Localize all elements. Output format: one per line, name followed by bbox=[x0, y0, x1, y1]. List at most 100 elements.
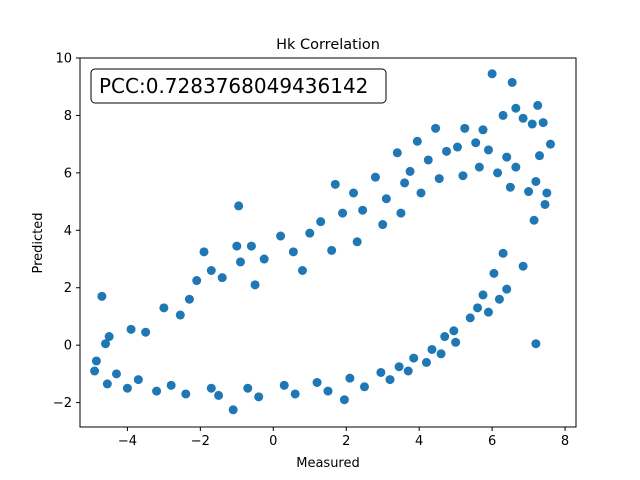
pcc-annotation: PCC:0.7283768049436142 bbox=[90, 68, 387, 104]
scatter-point bbox=[91, 356, 101, 366]
scatter-point bbox=[232, 241, 242, 251]
x-axis-ticks: −4 −2 0 2 4 6 8 bbox=[118, 427, 569, 449]
y-tick-label: 10 bbox=[55, 52, 72, 67]
scatter-point bbox=[199, 247, 209, 257]
scatter-point bbox=[498, 248, 508, 258]
y-tick-label: −2 bbox=[53, 396, 72, 411]
scatter-point bbox=[175, 310, 185, 320]
scatter-point bbox=[312, 377, 322, 387]
scatter-point bbox=[234, 201, 244, 211]
scatter-point bbox=[101, 339, 111, 349]
pcc-annotation-text: PCC:0.7283768049436142 bbox=[99, 74, 368, 98]
x-tick-label: 2 bbox=[342, 434, 350, 449]
scatter-point bbox=[434, 174, 444, 184]
scatter-point bbox=[487, 69, 497, 79]
scatter-point bbox=[396, 208, 406, 218]
scatter-point bbox=[545, 139, 555, 149]
scatter-point bbox=[442, 146, 452, 156]
y-tick-label: 8 bbox=[64, 109, 72, 124]
scatter-point bbox=[381, 194, 391, 204]
scatter-point bbox=[409, 353, 419, 363]
plot-frame bbox=[79, 57, 577, 428]
scatter-point bbox=[192, 276, 202, 286]
scatter-point bbox=[540, 199, 550, 209]
scatter-point bbox=[316, 217, 326, 227]
scatter-point bbox=[538, 118, 548, 128]
scatter-point bbox=[122, 383, 132, 393]
scatter-point bbox=[358, 205, 368, 215]
scatter-point bbox=[376, 367, 386, 377]
scatter-point bbox=[511, 162, 521, 172]
plot-background bbox=[80, 58, 576, 427]
scatter-point bbox=[440, 332, 450, 342]
scatter-point bbox=[392, 148, 402, 158]
scatter-point bbox=[206, 265, 216, 275]
chart-title: Hk Correlation bbox=[276, 37, 380, 53]
scatter-point bbox=[152, 386, 162, 396]
scatter-point bbox=[405, 166, 415, 176]
scatter-point bbox=[338, 208, 348, 218]
scatter-point bbox=[483, 145, 493, 155]
x-tick-label: −4 bbox=[118, 434, 137, 449]
y-axis-label: Predicted bbox=[31, 212, 46, 273]
scatter-point bbox=[126, 324, 136, 334]
scatter-point bbox=[502, 284, 512, 294]
scatter-point bbox=[243, 383, 253, 393]
scatter-point bbox=[529, 215, 539, 225]
scatter-point bbox=[531, 176, 541, 186]
scatter-point bbox=[206, 383, 216, 393]
scatter-point bbox=[400, 178, 410, 188]
scatter-point bbox=[111, 369, 121, 379]
scatter-point bbox=[502, 152, 512, 162]
scatter-point bbox=[250, 280, 260, 290]
scatter-point bbox=[141, 327, 151, 337]
scatter-point bbox=[527, 119, 537, 129]
scatter-points bbox=[90, 69, 555, 415]
scatter-point bbox=[349, 188, 359, 198]
scatter-point bbox=[214, 390, 224, 400]
scatter-point bbox=[228, 405, 238, 415]
scatter-point bbox=[451, 337, 461, 347]
scatter-point bbox=[535, 151, 545, 161]
scatter-point bbox=[259, 254, 269, 264]
scatter-point bbox=[181, 389, 191, 399]
scatter-point bbox=[507, 77, 517, 87]
scatter-point bbox=[416, 188, 426, 198]
scatter-point bbox=[330, 179, 340, 189]
scatter-point bbox=[279, 380, 289, 390]
scatter-point bbox=[471, 138, 481, 148]
scatter-point bbox=[493, 168, 503, 178]
scatter-point bbox=[518, 113, 528, 123]
scatter-point bbox=[421, 357, 431, 367]
scatter-point bbox=[370, 172, 380, 182]
scatter-point bbox=[378, 220, 388, 230]
scatter-point bbox=[412, 136, 422, 146]
x-tick-label: 6 bbox=[488, 434, 496, 449]
y-tick-label: 4 bbox=[64, 224, 72, 239]
scatter-point bbox=[217, 273, 227, 283]
scatter-point bbox=[159, 303, 169, 313]
scatter-point bbox=[531, 339, 541, 349]
scatter-point bbox=[524, 187, 534, 197]
scatter-point bbox=[474, 162, 484, 172]
scatter-point bbox=[102, 379, 112, 389]
scatter-point bbox=[235, 257, 245, 267]
scatter-point bbox=[489, 268, 499, 278]
x-tick-label: 8 bbox=[561, 434, 569, 449]
scatter-point bbox=[533, 100, 543, 110]
scatter-point bbox=[339, 395, 349, 405]
scatter-point bbox=[345, 373, 355, 383]
scatter-point bbox=[511, 103, 521, 113]
scatter-point bbox=[431, 123, 441, 133]
scatter-point bbox=[133, 375, 143, 385]
scatter-point bbox=[305, 228, 315, 238]
scatter-point bbox=[104, 332, 114, 342]
scatter-point bbox=[494, 294, 504, 304]
scatter-point bbox=[359, 382, 369, 392]
scatter-point bbox=[498, 110, 508, 120]
scatter-point bbox=[403, 366, 413, 376]
scatter-point bbox=[323, 386, 333, 396]
scatter-point bbox=[478, 125, 488, 135]
scatter-point bbox=[518, 261, 528, 271]
